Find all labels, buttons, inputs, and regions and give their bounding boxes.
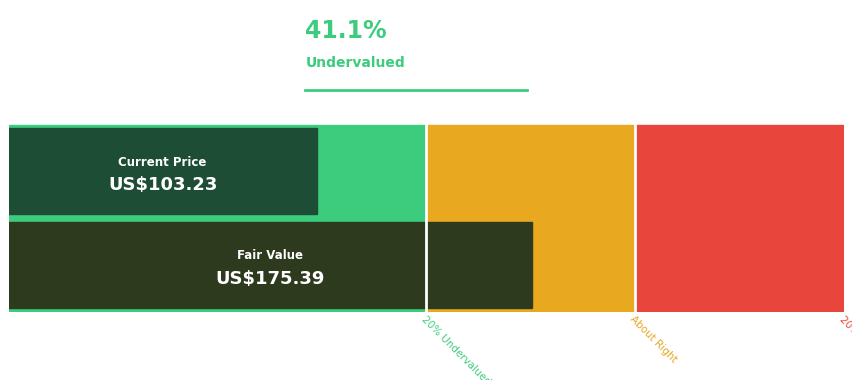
Text: 20% Overvalued: 20% Overvalued bbox=[837, 314, 852, 380]
Bar bbox=[9, 125, 426, 312]
Text: US$175.39: US$175.39 bbox=[216, 269, 325, 288]
Bar bbox=[635, 125, 843, 312]
Text: Undervalued: Undervalued bbox=[305, 56, 405, 70]
Text: 41.1%: 41.1% bbox=[305, 19, 387, 43]
Text: About Right: About Right bbox=[628, 314, 678, 364]
Text: US$103.23: US$103.23 bbox=[108, 176, 217, 194]
Bar bbox=[9, 128, 316, 214]
Bar bbox=[9, 222, 532, 308]
Text: 20% Undervalued: 20% Undervalued bbox=[419, 314, 492, 380]
Bar bbox=[426, 125, 635, 312]
Text: Current Price: Current Price bbox=[118, 156, 206, 169]
Text: Fair Value: Fair Value bbox=[237, 249, 303, 262]
